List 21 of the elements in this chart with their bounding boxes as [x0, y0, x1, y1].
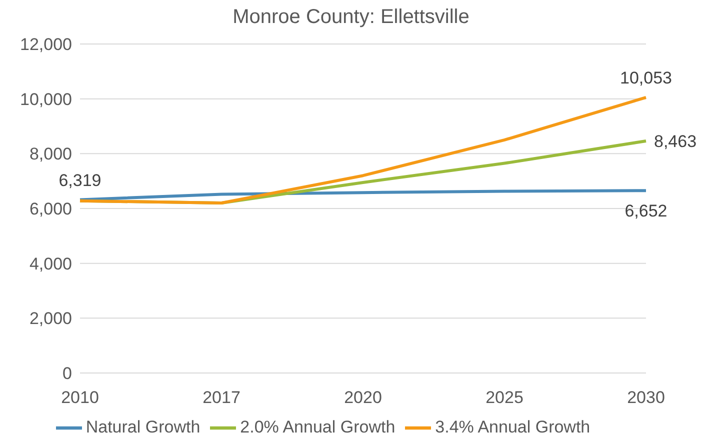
y-tick-label: 12,000	[20, 35, 72, 54]
legend-label: 3.4% Annual Growth	[435, 417, 590, 436]
y-tick-label: 0	[62, 364, 72, 384]
y-tick-label: 2,000	[29, 309, 72, 328]
x-tick-label: 2017	[202, 388, 240, 408]
data-label: 10,053	[620, 68, 672, 88]
data-label: 6,319	[58, 170, 102, 190]
x-tick-label: 2030	[627, 388, 665, 408]
y-tick-label: 4,000	[29, 254, 72, 274]
data-label: 6,652	[624, 202, 668, 221]
x-tick-label: 2020	[344, 388, 382, 408]
y-tick-label: 6,000	[29, 200, 72, 219]
legend-label: 2.0% Annual Growth	[240, 417, 396, 436]
x-tick-label: 2010	[61, 388, 99, 408]
line-series	[78, 189, 648, 202]
data-label: 8,463	[654, 132, 697, 151]
y-tick-label: 8,000	[29, 144, 72, 164]
y-tick-label: 10,000	[20, 90, 72, 109]
x-tick-label: 2025	[486, 388, 524, 408]
legend-label: Natural Growth	[86, 417, 200, 436]
chart-title: Monroe County: Ellettsville	[232, 5, 470, 30]
